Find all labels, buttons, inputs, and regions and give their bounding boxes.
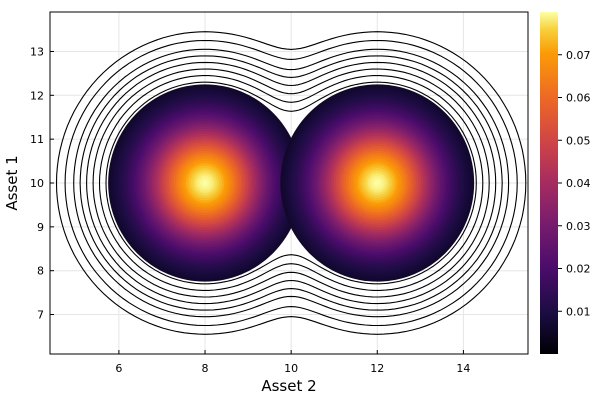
colorbar <box>540 12 558 354</box>
y-tick-label-5: 12 <box>30 89 44 102</box>
y-axis-ticks: 7 8 9 10 11 12 13 <box>30 45 54 322</box>
contour-ring-4 <box>79 55 503 311</box>
colorbar-tick-label-5: 0.06 <box>566 92 591 105</box>
colorbar-tick-label-4: 0.05 <box>566 134 591 147</box>
x-tick-label-0: 6 <box>115 362 122 375</box>
peak-0-level-1 <box>202 180 208 186</box>
peak-1-level-1 <box>374 180 380 186</box>
x-axis-label: Asset 2 <box>261 377 316 395</box>
colorbar-tick-label-0: 0.01 <box>566 305 591 318</box>
y-tick-label-1: 8 <box>37 265 44 278</box>
colorbar-tick-label-6: 0.07 <box>566 49 591 62</box>
contour-ring-7 <box>55 31 527 335</box>
x-tick-label-1: 8 <box>202 362 209 375</box>
y-tick-label-6: 13 <box>30 45 44 58</box>
x-tick-label-4: 14 <box>456 362 470 375</box>
contour-ring-5 <box>73 48 510 318</box>
contour-ring-2 <box>92 68 490 298</box>
colorbar-ticks: 0.01 0.02 0.03 0.04 0.05 0.06 0.07 <box>558 49 591 318</box>
y-tick-label-2: 9 <box>37 221 44 234</box>
x-tick-label-3: 12 <box>370 362 384 375</box>
contour-ring-0 <box>105 81 477 285</box>
colorbar-tick-label-2: 0.03 <box>566 220 591 233</box>
colorbar-tick-label-3: 0.04 <box>566 177 591 190</box>
contour-ring-1 <box>98 75 484 291</box>
y-tick-label-3: 10 <box>30 177 44 190</box>
colorbar-tick-label-1: 0.02 <box>566 263 591 276</box>
contour-field <box>108 84 475 282</box>
contour-ring-3 <box>86 61 497 305</box>
x-axis-ticks: 6 8 10 12 14 <box>115 350 470 375</box>
y-tick-label-4: 11 <box>30 133 44 146</box>
contour-ring-6 <box>64 39 518 327</box>
y-tick-label-0: 7 <box>37 309 44 322</box>
y-axis-label: Asset 1 <box>3 155 21 210</box>
contour-lines <box>55 31 527 335</box>
x-tick-label-2: 10 <box>284 362 298 375</box>
